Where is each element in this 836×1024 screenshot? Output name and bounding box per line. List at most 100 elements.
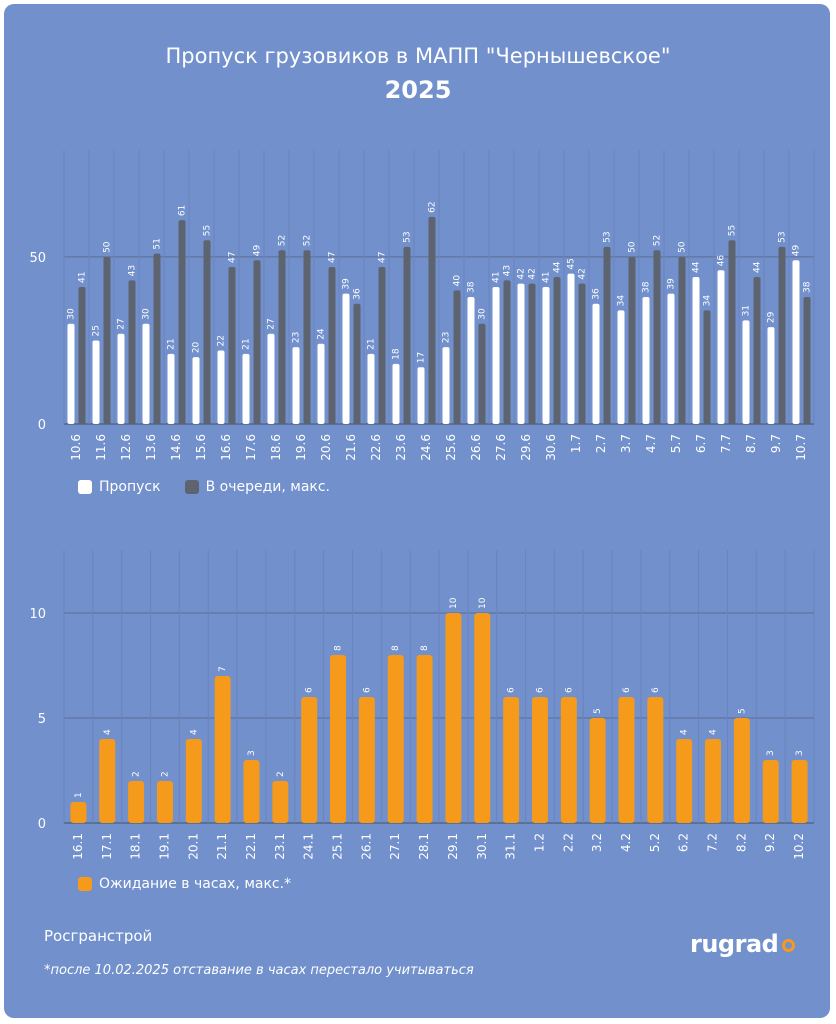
x-tick-label: 25.1 xyxy=(331,833,345,860)
bar xyxy=(517,283,525,424)
data-label: 45 xyxy=(567,258,577,269)
x-tick-label: 7.2 xyxy=(706,833,720,852)
data-label: 44 xyxy=(753,261,763,273)
bar xyxy=(678,256,686,424)
bar xyxy=(272,781,289,823)
legend-swatch-wait xyxy=(78,877,92,891)
x-tick-label: 18.1 xyxy=(129,833,143,860)
legend-label-passed: Пропуск xyxy=(99,479,161,495)
data-label: 34 xyxy=(617,295,627,307)
chart-title: Пропуск грузовиков в МАПП "Чернышевское" xyxy=(165,44,671,68)
data-label: 6 xyxy=(651,687,661,693)
bar xyxy=(330,655,347,823)
x-tick-label: 27.6 xyxy=(494,434,508,461)
bar xyxy=(778,246,786,424)
bar xyxy=(528,283,536,424)
data-label: 8 xyxy=(420,645,430,651)
data-label: 29 xyxy=(767,311,777,323)
data-label: 39 xyxy=(667,278,677,290)
data-label: 24 xyxy=(317,328,327,340)
data-label: 4 xyxy=(680,729,690,735)
x-tick-label: 2.2 xyxy=(561,833,575,852)
bar xyxy=(592,303,600,424)
data-label: 8 xyxy=(334,645,344,651)
x-tick-label: 22.1 xyxy=(244,833,258,860)
bar xyxy=(642,297,650,424)
logo-dot-icon xyxy=(782,939,796,952)
chart-subtitle: 2025 xyxy=(384,76,452,104)
x-tick-label: 25.6 xyxy=(444,434,458,461)
data-label: 7 xyxy=(218,666,228,672)
bar xyxy=(717,270,725,424)
data-label: 30 xyxy=(67,308,77,320)
bar xyxy=(328,266,336,424)
x-tick-label: 20.6 xyxy=(319,434,333,461)
bar xyxy=(647,697,664,823)
x-tick-label: 29.1 xyxy=(446,833,460,860)
x-tick-label: 20.1 xyxy=(186,833,200,860)
bar xyxy=(676,739,693,823)
x-tick-label: 8.2 xyxy=(734,833,748,852)
data-label: 62 xyxy=(428,201,438,212)
data-label: 34 xyxy=(703,295,713,307)
bar xyxy=(353,303,361,424)
x-tick-label: 24.6 xyxy=(419,434,433,461)
bar xyxy=(767,327,775,424)
bar xyxy=(733,718,750,823)
bar xyxy=(791,760,808,823)
data-label: 42 xyxy=(517,268,527,279)
y-tick-label: 0 xyxy=(38,817,46,832)
data-label: 52 xyxy=(653,235,663,246)
data-label: 30 xyxy=(478,308,488,320)
bar xyxy=(317,343,325,424)
bar xyxy=(474,613,491,823)
x-tick-label: 6.2 xyxy=(677,833,691,852)
x-tick-label: 31.1 xyxy=(504,833,518,860)
bar xyxy=(617,310,625,424)
x-tick-label: 23.1 xyxy=(273,833,287,860)
bar xyxy=(417,367,425,424)
x-tick-label: 18.6 xyxy=(269,434,283,461)
bar xyxy=(728,240,736,424)
legend-item-wait: Ожидание в часах, макс.* xyxy=(78,876,291,892)
bar xyxy=(742,320,750,424)
bar xyxy=(70,802,87,823)
bar xyxy=(342,293,350,424)
data-label: 6 xyxy=(362,687,372,693)
x-tick-label: 4.2 xyxy=(619,833,633,852)
bar xyxy=(142,323,150,424)
bar xyxy=(628,256,636,424)
data-label: 49 xyxy=(792,245,802,257)
bar xyxy=(214,676,231,823)
y-tick-label: 5 xyxy=(38,712,46,727)
legend-swatch-queue xyxy=(184,480,199,494)
rugrad-logo: rugrad xyxy=(690,930,796,958)
data-label: 23 xyxy=(442,332,452,343)
bar xyxy=(228,266,236,424)
bar xyxy=(416,655,433,823)
bar xyxy=(278,250,286,424)
bar xyxy=(242,353,250,424)
x-tick-label: 26.1 xyxy=(359,833,373,860)
y-tick-label: 50 xyxy=(29,251,46,266)
data-label: 27 xyxy=(267,318,277,329)
x-tick-label: 5.7 xyxy=(669,434,683,453)
data-label: 50 xyxy=(628,241,638,253)
data-label: 47 xyxy=(228,251,238,262)
bar xyxy=(567,273,575,424)
data-label: 23 xyxy=(292,332,302,343)
data-label: 42 xyxy=(578,268,588,279)
trucks-chart: 0 50 30 41 10.6 25 50 11.6 27 43 12.6 30 51 13.6 21 61 1… xyxy=(29,150,815,461)
bar xyxy=(253,260,261,424)
bar xyxy=(503,697,520,823)
x-tick-label: 27.1 xyxy=(388,833,402,860)
x-tick-label: 10.2 xyxy=(792,833,806,860)
bar xyxy=(156,781,173,823)
data-label: 5 xyxy=(593,708,603,714)
data-label: 41 xyxy=(492,272,502,283)
bar xyxy=(603,246,611,424)
bar xyxy=(445,613,462,823)
x-tick-label: 9.2 xyxy=(763,833,777,852)
bar xyxy=(192,357,200,424)
bar xyxy=(467,297,475,424)
